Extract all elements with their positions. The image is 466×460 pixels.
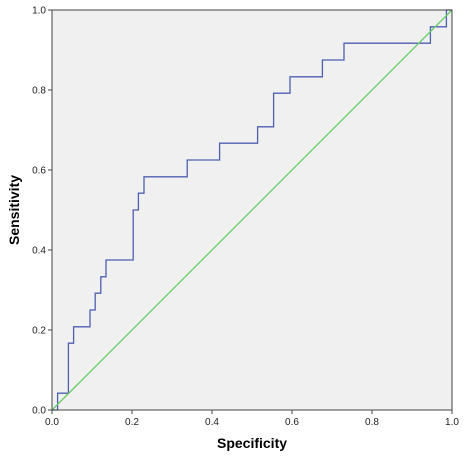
y-tick-label: 0.6	[32, 166, 46, 177]
x-tick-label: 0.0	[45, 417, 59, 428]
y-tick-label: 1.0	[32, 6, 46, 17]
y-tick-label: 0.0	[32, 406, 46, 417]
x-tick-label: 1.0	[445, 417, 459, 428]
curves	[51, 9, 453, 411]
reference-diagonal-line	[51, 9, 453, 411]
plot-frame	[51, 9, 453, 411]
y-tick-label: 0.4	[32, 246, 46, 257]
x-axis-title: Specificity	[217, 435, 287, 451]
roc-curve-line	[52, 9, 452, 411]
y-axis-ticks: 0.0 0.2 0.4 0.6 0.8 1.0	[32, 6, 52, 417]
x-tick-label: 0.4	[205, 417, 219, 428]
x-tick-label: 0.8	[365, 417, 379, 428]
x-axis-ticks: 0.0 0.2 0.4 0.6 0.8 1.0	[45, 410, 459, 428]
y-axis-title: Sensitivity	[6, 175, 22, 245]
y-tick-label: 0.8	[32, 86, 46, 97]
y-tick-label: 0.2	[32, 326, 46, 337]
x-tick-label: 0.2	[125, 417, 139, 428]
x-tick-label: 0.6	[285, 417, 299, 428]
